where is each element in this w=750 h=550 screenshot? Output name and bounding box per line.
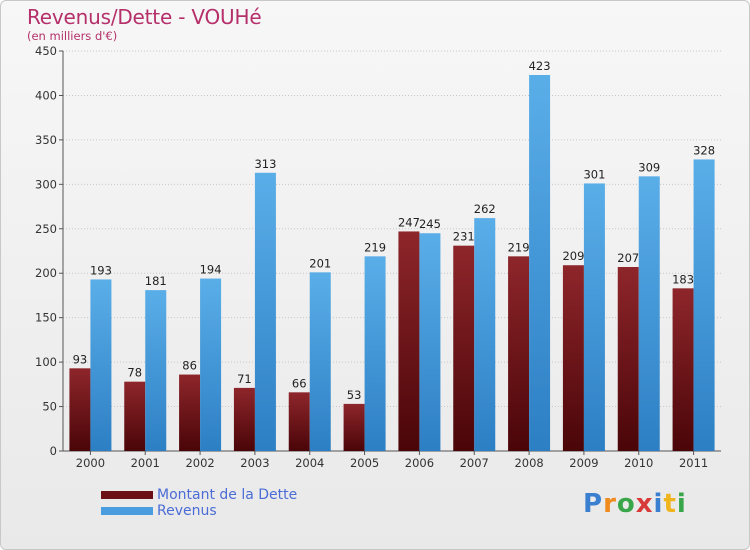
bar-debt [179,374,201,451]
data-label-revenus: 219 [364,240,386,254]
bar-revenus [254,172,276,451]
legend-item-revenus: Revenus [101,503,297,519]
x-tick-label: 2009 [569,456,598,470]
legend-swatch-debt [101,491,153,499]
x-tick-label: 2004 [295,456,324,470]
data-label-revenus: 313 [254,157,276,171]
data-label-debt: 53 [347,388,362,402]
x-tick-label: 2002 [185,456,214,470]
bar-revenus [693,159,715,451]
bar-revenus [309,272,331,451]
bar-debt [562,265,584,451]
data-label-revenus: 193 [90,263,112,277]
y-tick-label: 200 [35,266,57,280]
proxiti-logo: Proxiti [583,489,687,519]
x-tick-label: 2001 [131,456,160,470]
y-tick-label: 150 [35,311,57,325]
bar-revenus [364,256,386,451]
bar-revenus [200,278,222,451]
bar-debt [508,256,530,451]
bar-debt [398,231,420,451]
bar-debt [672,288,694,451]
bar-debt [233,387,255,451]
logo-letter: P [583,489,604,519]
y-tick-label: 250 [35,222,57,236]
data-label-debt: 71 [237,372,252,386]
data-label-debt: 207 [617,251,639,265]
logo-letter: i [676,489,687,519]
x-tick-label: 2006 [405,456,434,470]
bar-debt [124,381,146,451]
x-tick-label: 2011 [679,456,708,470]
data-label-debt: 247 [398,215,420,229]
bar-revenus [529,75,551,451]
bar-debt [453,245,475,451]
data-label-debt: 219 [508,240,530,254]
data-label-debt: 93 [73,352,88,366]
bar-revenus [583,183,605,451]
data-label-revenus: 301 [583,167,605,181]
data-label-revenus: 423 [529,59,551,73]
y-tick-label: 350 [35,133,57,147]
y-tick-label: 50 [42,400,57,414]
data-label-revenus: 181 [145,274,167,288]
y-tick-label: 0 [50,444,57,458]
x-tick-label: 2008 [514,456,543,470]
bar-revenus [90,279,112,451]
bar-revenus [145,290,167,451]
bar-debt [69,368,91,451]
bar-debt [288,392,310,451]
logo-letter: o [616,489,636,519]
chart-subtitle: (en milliers d'€) [27,29,118,43]
legend-label-revenus: Revenus [157,503,217,519]
x-tick-label: 2003 [240,456,269,470]
data-label-debt: 78 [127,366,142,380]
logo-letter: r [603,489,617,519]
y-tick-label: 300 [35,177,57,191]
data-label-revenus: 328 [693,143,715,157]
x-tick-label: 2000 [76,456,105,470]
bar-revenus [474,218,496,451]
bar-debt [343,403,365,451]
data-label-debt: 231 [453,230,475,244]
chart-title: Revenus/Dette - VOUHé [27,5,262,29]
bar-revenus [419,233,441,451]
x-tick-label: 2010 [624,456,653,470]
data-label-debt: 209 [562,249,584,263]
y-tick-label: 400 [35,88,57,102]
data-label-revenus: 262 [474,202,496,216]
data-label-revenus: 201 [309,256,331,270]
legend-item-debt: Montant de la Dette [101,487,297,503]
bar-debt [617,267,639,451]
data-label-debt: 183 [672,272,694,286]
data-label-debt: 66 [292,376,307,390]
legend-label-debt: Montant de la Dette [157,487,298,503]
logo-letter: i [653,489,664,519]
x-tick-label: 2005 [350,456,379,470]
logo-letter: t [663,489,677,519]
legend-swatch-revenus [101,507,153,515]
data-label-revenus: 245 [419,217,441,231]
data-label-revenus: 309 [638,160,660,174]
chart-legend: Montant de la Dette Revenus [101,487,297,519]
x-tick-label: 2007 [460,456,489,470]
logo-letter: x [635,489,654,519]
y-tick-label: 100 [35,355,57,369]
data-label-debt: 86 [182,359,197,373]
bar-revenus [638,176,660,452]
data-label-revenus: 194 [200,263,222,277]
y-tick-label: 450 [35,44,57,58]
